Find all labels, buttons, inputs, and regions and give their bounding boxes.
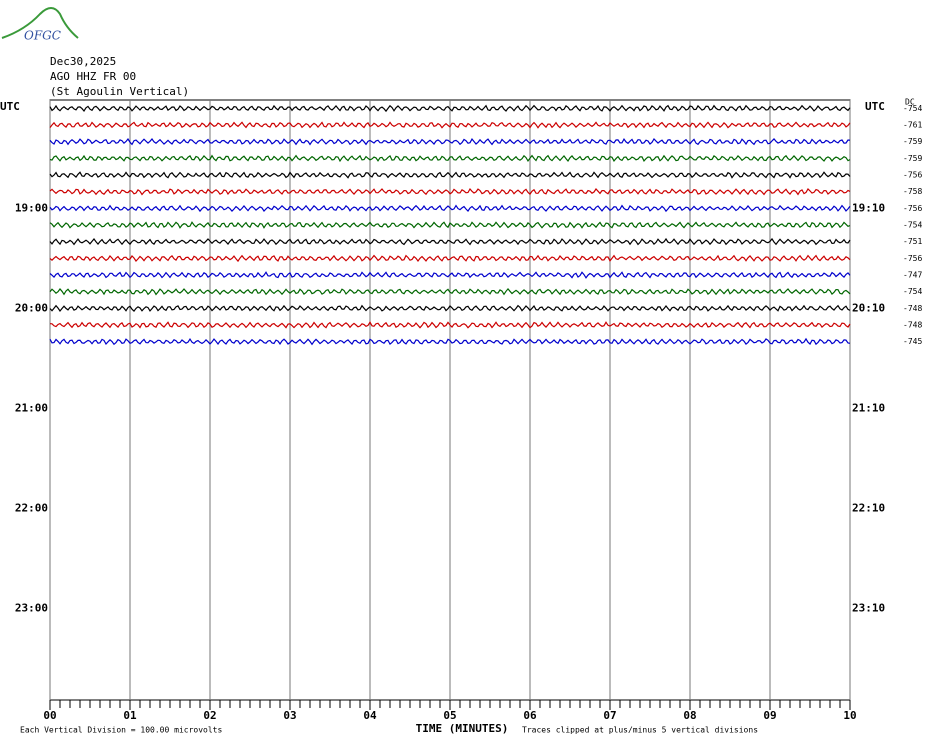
row-label-right: 19:10 — [852, 201, 885, 214]
dc-offset: -751 — [903, 237, 922, 246]
x-tick-label: 04 — [363, 709, 377, 722]
title-line: (St Agoulin Vertical) — [50, 85, 189, 98]
trace — [49, 287, 851, 296]
dc-offset: -745 — [903, 337, 922, 346]
row-label-right: 22:10 — [852, 501, 885, 514]
trace — [49, 137, 851, 146]
trace — [49, 321, 851, 329]
dc-offset: -756 — [903, 254, 922, 263]
row-label-right: 23:10 — [852, 601, 885, 614]
trace — [49, 121, 851, 129]
trace — [49, 104, 851, 113]
x-tick-label: 07 — [603, 709, 616, 722]
dc-offset: -759 — [903, 137, 922, 146]
row-label-left: 20:00 — [15, 301, 48, 314]
x-tick-label: 06 — [523, 709, 537, 722]
trace — [49, 221, 851, 229]
right-axis-label: UTC — [865, 100, 885, 113]
dc-offset: -754 — [903, 104, 922, 113]
row-label-right: 20:10 — [852, 301, 885, 314]
logo: OFGC — [1, 7, 79, 43]
trace — [49, 154, 851, 163]
trace — [49, 254, 851, 263]
x-tick-label: 01 — [123, 709, 137, 722]
dc-offset: -748 — [903, 304, 922, 313]
x-tick-label: 09 — [763, 709, 776, 722]
dc-offset: -754 — [903, 221, 922, 230]
row-label-left: 22:00 — [15, 501, 48, 514]
x-tick-label: 10 — [843, 709, 856, 722]
dc-offset: -761 — [903, 121, 922, 130]
x-tick-label: 00 — [43, 709, 56, 722]
title-line: AGO HHZ FR 00 — [50, 70, 136, 83]
trace — [49, 304, 851, 313]
dc-offset: -748 — [903, 321, 922, 330]
dc-offset: -756 — [903, 204, 922, 213]
trace — [49, 271, 851, 279]
trace — [49, 337, 851, 346]
logo-arc — [1, 7, 79, 39]
dc-label: DC — [905, 98, 915, 107]
x-tick-label: 03 — [283, 709, 296, 722]
dc-offset: -756 — [903, 171, 922, 180]
trace — [49, 237, 851, 246]
dc-offset: -758 — [903, 187, 922, 196]
x-axis-label: TIME (MINUTES) — [416, 722, 509, 735]
trace — [49, 171, 851, 179]
dc-offset: -754 — [903, 287, 922, 296]
footnote: Each Vertical Division = 100.00 microvol… — [20, 726, 222, 735]
left-axis-label: UTC — [0, 100, 20, 113]
logo-text: OFGC — [24, 29, 61, 43]
row-label-left: 23:00 — [15, 601, 48, 614]
x-tick-label: 02 — [203, 709, 216, 722]
row-label-left: 21:00 — [15, 401, 48, 414]
x-tick-label: 05 — [443, 709, 456, 722]
trace — [49, 187, 851, 196]
row-label-left: 19:00 — [15, 201, 48, 214]
x-tick-label: 08 — [683, 709, 696, 722]
dc-offset: -759 — [903, 154, 922, 163]
footnote: Traces clipped at plus/minus 5 vertical … — [522, 726, 758, 735]
title-line: Dec30,2025 — [50, 55, 116, 68]
dc-offset: -747 — [903, 271, 922, 280]
trace — [49, 204, 851, 213]
row-label-right: 21:10 — [852, 401, 885, 414]
